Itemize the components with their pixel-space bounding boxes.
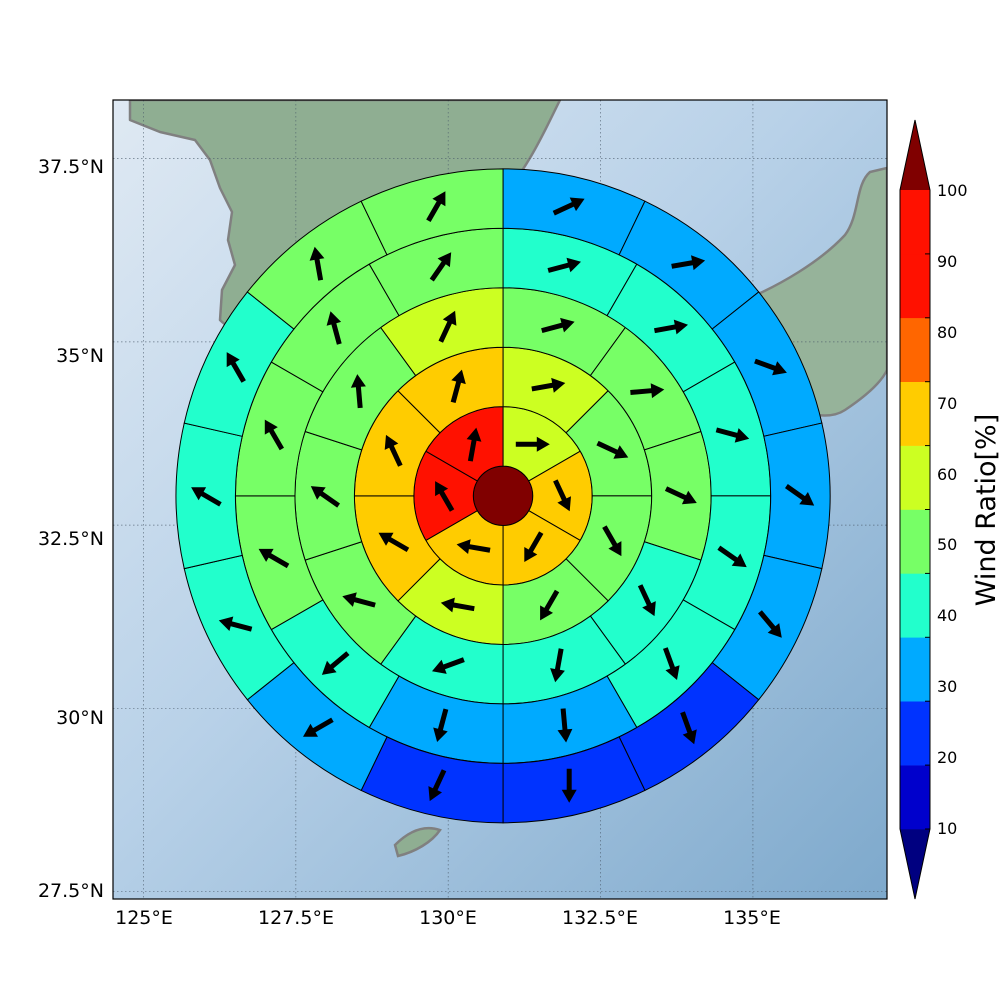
wind-direction-arrow <box>557 708 573 743</box>
wind-direction-arrow <box>550 648 565 683</box>
colorbar-over-extension <box>900 120 930 190</box>
wind-direction-arrow <box>428 769 447 802</box>
colorbar-tick-label: 100 <box>937 181 968 200</box>
x-axis-ticks: 125°E 127.5°E 130°E 132.5°E 135°E <box>115 907 781 929</box>
wind-direction-arrow <box>680 711 697 745</box>
wind-direction-arrow <box>435 481 455 512</box>
colorbar-segment <box>900 637 930 702</box>
wind-direction-arrow <box>561 768 577 803</box>
colorbar-under-extension <box>900 829 930 899</box>
x-tick-label: 132.5°E <box>562 907 638 929</box>
wind-direction-arrow <box>715 427 750 443</box>
wind-direction-arrow <box>630 383 665 399</box>
colorbar-segment <box>900 445 930 510</box>
map-plot-area <box>113 100 887 899</box>
colorbar-tick-label: 90 <box>937 252 957 271</box>
wind-direction-arrow <box>429 252 452 282</box>
colorbar-segment <box>900 381 930 446</box>
wind-direction-arrow <box>785 484 815 506</box>
colorbar-segment <box>900 701 930 766</box>
wind-direction-arrow <box>450 369 466 403</box>
wind-direction-arrow <box>191 487 222 507</box>
wind-direction-arrow <box>432 657 465 674</box>
wind-direction-arrow <box>754 358 787 376</box>
colorbar-tick-label: 30 <box>937 677 957 696</box>
colorbar-tick-label: 80 <box>937 323 957 342</box>
wind-direction-arrow <box>602 525 622 557</box>
wind-direction-arrow <box>264 419 284 451</box>
colorbar: 10 20 30 40 50 60 70 80 90 100 Wind Rati… <box>899 119 1000 900</box>
wind-direction-arrow <box>663 647 680 680</box>
wind-direction-arrow <box>350 374 366 409</box>
x-tick-label: 130°E <box>419 907 477 929</box>
colorbar-label: Wind Ratio[%] <box>971 414 1000 606</box>
wind-arrows <box>191 191 815 803</box>
y-tick-label: 35°N <box>56 345 104 367</box>
colorbar-tick-label: 40 <box>937 606 957 625</box>
y-tick-label: 32.5°N <box>38 528 104 550</box>
wind-direction-arrow <box>596 440 629 459</box>
wind-direction-arrow <box>384 434 403 467</box>
wind-direction-arrow <box>547 257 581 273</box>
wind-direction-arrow <box>654 319 688 335</box>
colorbar-tick-label: 20 <box>937 748 957 767</box>
wind-sectors <box>175 168 831 824</box>
wind-direction-arrow <box>671 255 706 271</box>
wind-direction-arrow <box>309 246 325 281</box>
wind-direction-arrow <box>440 597 475 613</box>
wind-direction-arrow <box>758 610 782 638</box>
y-tick-label: 30°N <box>56 707 104 729</box>
colorbar-segment <box>900 765 930 830</box>
wind-direction-arrow <box>541 317 575 333</box>
wind-direction-arrow <box>303 717 334 737</box>
colorbar-tick-label: 10 <box>937 819 957 838</box>
x-tick-label: 127.5°E <box>258 907 334 929</box>
colorbar-segment <box>900 317 930 382</box>
wind-direction-arrow <box>637 584 656 617</box>
wind-direction-arrow <box>664 486 697 505</box>
wind-direction-arrow <box>326 311 342 345</box>
y-tick-label: 27.5°N <box>38 880 104 902</box>
wind-direction-arrow <box>531 377 566 393</box>
wind-direction-arrow <box>258 548 290 569</box>
wind-direction-arrow <box>466 427 482 462</box>
wind-direction-arrow <box>524 531 544 562</box>
wind-direction-arrow <box>433 708 449 742</box>
colorbar-tick-label: 70 <box>937 394 957 413</box>
wind-direction-arrow <box>310 486 340 508</box>
colorbar-tick-label: 50 <box>937 535 957 554</box>
wind-direction-arrow <box>540 589 560 621</box>
y-axis-ticks: 37.5°N 35°N 32.5°N 30°N 27.5°N <box>38 156 104 902</box>
wind-direction-arrow <box>552 197 585 216</box>
wind-direction-arrow <box>438 310 457 343</box>
colorbar-segments <box>899 119 931 900</box>
y-tick-label: 37.5°N <box>38 156 104 178</box>
wind-direction-arrow <box>226 352 246 383</box>
wind-direction-arrow <box>218 616 253 632</box>
wind-direction-arrow <box>321 651 350 675</box>
wind-direction-arrow <box>717 545 747 568</box>
colorbar-tick-labels: 10 20 30 40 50 60 70 80 90 100 <box>937 181 968 838</box>
colorbar-segment <box>900 509 930 574</box>
colorbar-segment <box>900 190 930 255</box>
colorbar-tick-label: 60 <box>937 465 957 484</box>
map-frame <box>112 99 888 900</box>
wind-direction-arrow <box>456 539 491 554</box>
wind-direction-arrow <box>553 479 571 512</box>
nansei-islands <box>393 826 442 858</box>
wind-direction-arrow <box>342 592 376 608</box>
x-tick-label: 125°E <box>115 907 173 929</box>
x-tick-label: 135°E <box>723 907 781 929</box>
colorbar-segment <box>900 253 930 319</box>
wind-direction-arrow <box>426 191 446 222</box>
wind-direction-arrow <box>515 436 550 452</box>
colorbar-segment <box>900 573 930 638</box>
wind-direction-arrow <box>378 532 410 552</box>
